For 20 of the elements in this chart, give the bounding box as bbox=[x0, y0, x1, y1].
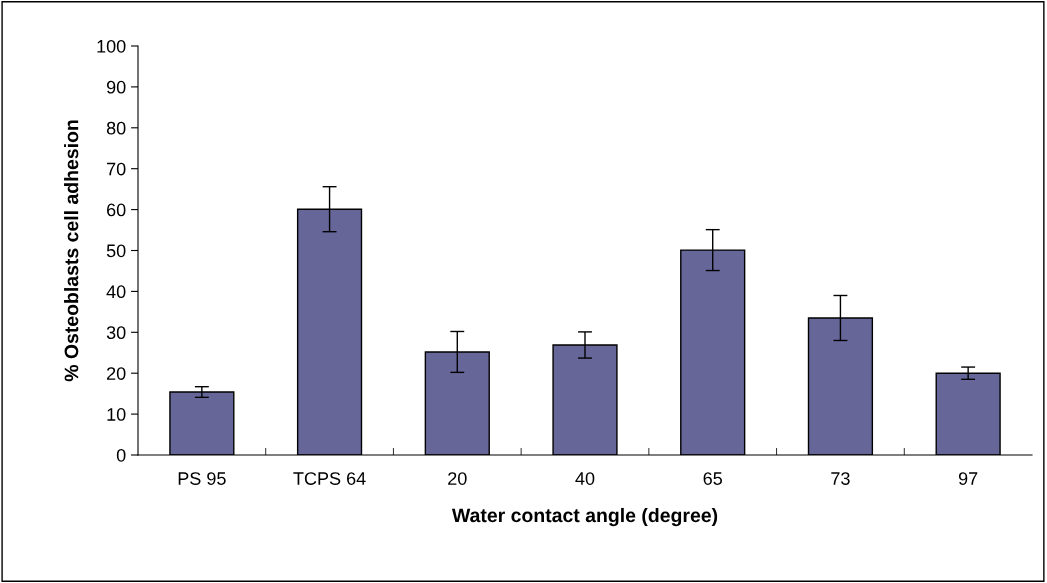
y-tick-label: 90 bbox=[106, 80, 126, 94]
y-tick-label: 50 bbox=[106, 244, 126, 258]
y-tick-label: 0 bbox=[116, 448, 126, 462]
y-axis-title: % Osteoblasts cell adhesion bbox=[64, 120, 79, 382]
x-tick-label: 97 bbox=[958, 472, 978, 485]
x-tick-label: PS 95 bbox=[178, 472, 226, 485]
x-tick-label: 40 bbox=[575, 472, 595, 485]
x-axis-title: Water contact angle (degree) bbox=[451, 507, 718, 527]
y-tick-label: 40 bbox=[106, 285, 126, 299]
x-tick-label: 20 bbox=[448, 472, 467, 485]
y-tick-label: 70 bbox=[107, 162, 126, 176]
y-tick-label: 100 bbox=[97, 39, 126, 53]
y-tick-label: 30 bbox=[106, 326, 126, 340]
y-tick-label: 80 bbox=[106, 121, 126, 135]
x-tick-label: 73 bbox=[831, 472, 850, 485]
y-tick-label: 20 bbox=[107, 367, 126, 380]
x-tick-label: 65 bbox=[703, 472, 722, 485]
x-tick-label: TCPS 64 bbox=[293, 472, 366, 485]
y-tick-label: 10 bbox=[107, 408, 126, 421]
y-tick-label: 60 bbox=[107, 203, 126, 217]
